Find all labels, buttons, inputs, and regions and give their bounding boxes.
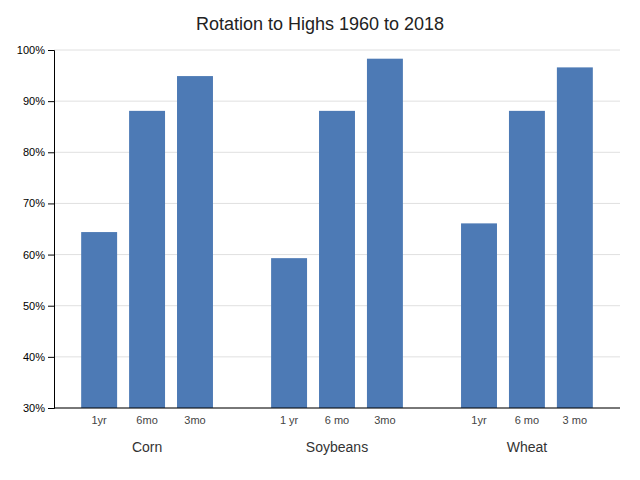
y-tick-mark (48, 50, 54, 51)
x-axis: 1 yr 6 mo 3mo (280, 414, 396, 426)
x-tick-label: 1yr (92, 414, 108, 426)
y-tick-label: 60% (23, 249, 45, 261)
x-tick-label: 6 mo (325, 414, 349, 426)
y-tick-label: 70% (23, 197, 45, 209)
bar (509, 111, 545, 408)
y-tick-mark (48, 203, 54, 204)
y-tick: 50% (23, 300, 54, 312)
x-axis-line (54, 408, 620, 409)
bar (177, 76, 213, 408)
y-tick: 90% (23, 95, 54, 107)
x-tick-label: 3mo (184, 414, 205, 426)
y-tick-mark (48, 152, 54, 153)
x-tick-label: 3 mo (563, 414, 587, 426)
x-tick: 3mo (374, 414, 395, 426)
grid (54, 50, 620, 408)
x-tick: 1yr (92, 414, 108, 426)
y-tick: 40% (23, 351, 54, 363)
x-tick: 3mo (184, 414, 205, 426)
bar (319, 111, 355, 408)
y-tick: 80% (23, 146, 54, 158)
x-axis: 1yr 6mo 3mo (92, 414, 206, 426)
x-tick: 6 mo (515, 414, 539, 426)
chart-svg: 1yr 6mo 3mo Corn 1 yr 6 mo 3mo Soybeans 1yr 6 mo 3… (0, 0, 640, 480)
y-tick-mark (48, 306, 54, 307)
x-axis: 1yr 6 mo 3 mo (471, 414, 587, 426)
bar (271, 258, 307, 408)
bars (81, 59, 593, 408)
x-tick: 6 mo (325, 414, 349, 426)
y-tick-label: 100% (17, 44, 45, 56)
x-tick: 1yr (471, 414, 487, 426)
bar (557, 67, 593, 408)
bar (129, 111, 165, 408)
x-tick: 3 mo (563, 414, 587, 426)
y-tick-mark (48, 255, 54, 256)
y-tick: 100% (17, 44, 54, 56)
x-tick: 6mo (136, 414, 157, 426)
x-tick: 1 yr (280, 414, 299, 426)
y-tick-label: 30% (23, 402, 45, 414)
y-tick-mark (48, 408, 54, 409)
y-axis: 30% 40% 50% 60% 70% 80% 90% 100% (17, 44, 55, 414)
y-tick-label: 50% (23, 300, 45, 312)
y-axis-line (48, 51, 55, 409)
plot: 1yr 6mo 3mo Corn 1 yr 6 mo 3mo Soybeans 1yr 6 mo 3… (17, 44, 620, 455)
x-tick-label: 1 yr (280, 414, 299, 426)
x-tick-label: 3mo (374, 414, 395, 426)
bar (81, 232, 117, 408)
y-tick-mark (48, 101, 54, 102)
chart-container: 1yr 6mo 3mo Corn 1 yr 6 mo 3mo Soybeans 1yr 6 mo 3… (0, 0, 640, 480)
title: Rotation to Highs 1960 to 2018 (196, 14, 444, 34)
y-tick-mark (48, 357, 54, 358)
y-tick-label: 40% (23, 351, 45, 363)
y-tick-label: 80% (23, 146, 45, 158)
y-tick: 60% (23, 249, 54, 261)
grid-line (54, 50, 620, 51)
y-tick: 30% (23, 402, 54, 414)
y-tick: 70% (23, 197, 54, 209)
bar (461, 223, 497, 408)
grid-line (54, 408, 620, 409)
grid-line (54, 101, 620, 102)
bar (367, 59, 403, 408)
x-tick-label: 6 mo (515, 414, 539, 426)
group-label: Corn (132, 439, 162, 455)
y-tick-label: 90% (23, 95, 45, 107)
group-label: Wheat (507, 439, 548, 455)
x-tick-label: 6mo (136, 414, 157, 426)
group-label: Soybeans (306, 439, 368, 455)
x-tick-label: 1yr (471, 414, 487, 426)
